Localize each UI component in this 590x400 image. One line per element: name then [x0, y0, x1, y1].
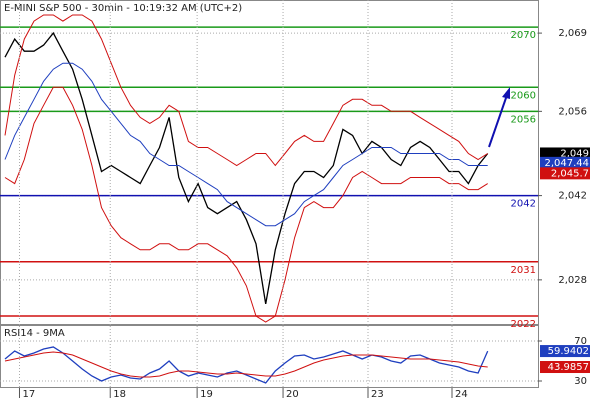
value-box	[540, 147, 590, 160]
level-label: 2060	[511, 90, 536, 101]
forecast-arrow	[488, 87, 510, 148]
series-line	[4, 14, 488, 167]
level-label: 2031	[511, 265, 536, 276]
chart-title: E-MINI S&P 500 - 30min - 10:19:32 AM (UT…	[4, 3, 242, 14]
value-box-label: 43.9857	[548, 362, 589, 373]
series-line	[4, 86, 488, 323]
series-line	[4, 351, 488, 378]
x-tick-label: 24	[455, 389, 468, 400]
series-line	[4, 31, 489, 305]
value-box-label: 2,047.44	[544, 158, 589, 169]
y-tick-label: 30	[574, 376, 587, 387]
level-label: 2042	[511, 199, 536, 210]
rsi-frame	[0, 325, 539, 388]
level-label: 2022	[511, 319, 536, 330]
y-tick-label: 2,056	[558, 106, 587, 117]
y-tick-label: 2,028	[558, 275, 587, 286]
value-box	[540, 361, 590, 374]
series-line	[4, 346, 489, 384]
value-box-label: 59.9402	[548, 346, 589, 357]
series-line	[4, 62, 488, 227]
rsi-title: RSI14 - 9MA	[4, 328, 65, 339]
x-tick-label: 17	[22, 389, 35, 400]
value-box	[540, 345, 590, 358]
x-tick-label: 20	[286, 389, 299, 400]
x-tick-label: 18	[113, 389, 126, 400]
y-tick-label: 2,042	[558, 191, 587, 202]
y-tick-label: 2,069	[558, 28, 587, 39]
level-label: 2056	[511, 114, 536, 125]
x-tick-label: 19	[200, 389, 213, 400]
x-tick-label: 23	[371, 389, 384, 400]
level-label: 2070	[511, 30, 536, 41]
arrow-head	[502, 87, 510, 99]
main-frame	[0, 0, 539, 325]
value-box	[540, 167, 590, 180]
arrow-line	[488, 94, 508, 148]
y-tick-label: 70	[574, 336, 587, 347]
value-box	[540, 156, 590, 169]
value-box-label: 2,049	[560, 148, 589, 159]
value-box-label: 2,045.7	[551, 168, 589, 179]
